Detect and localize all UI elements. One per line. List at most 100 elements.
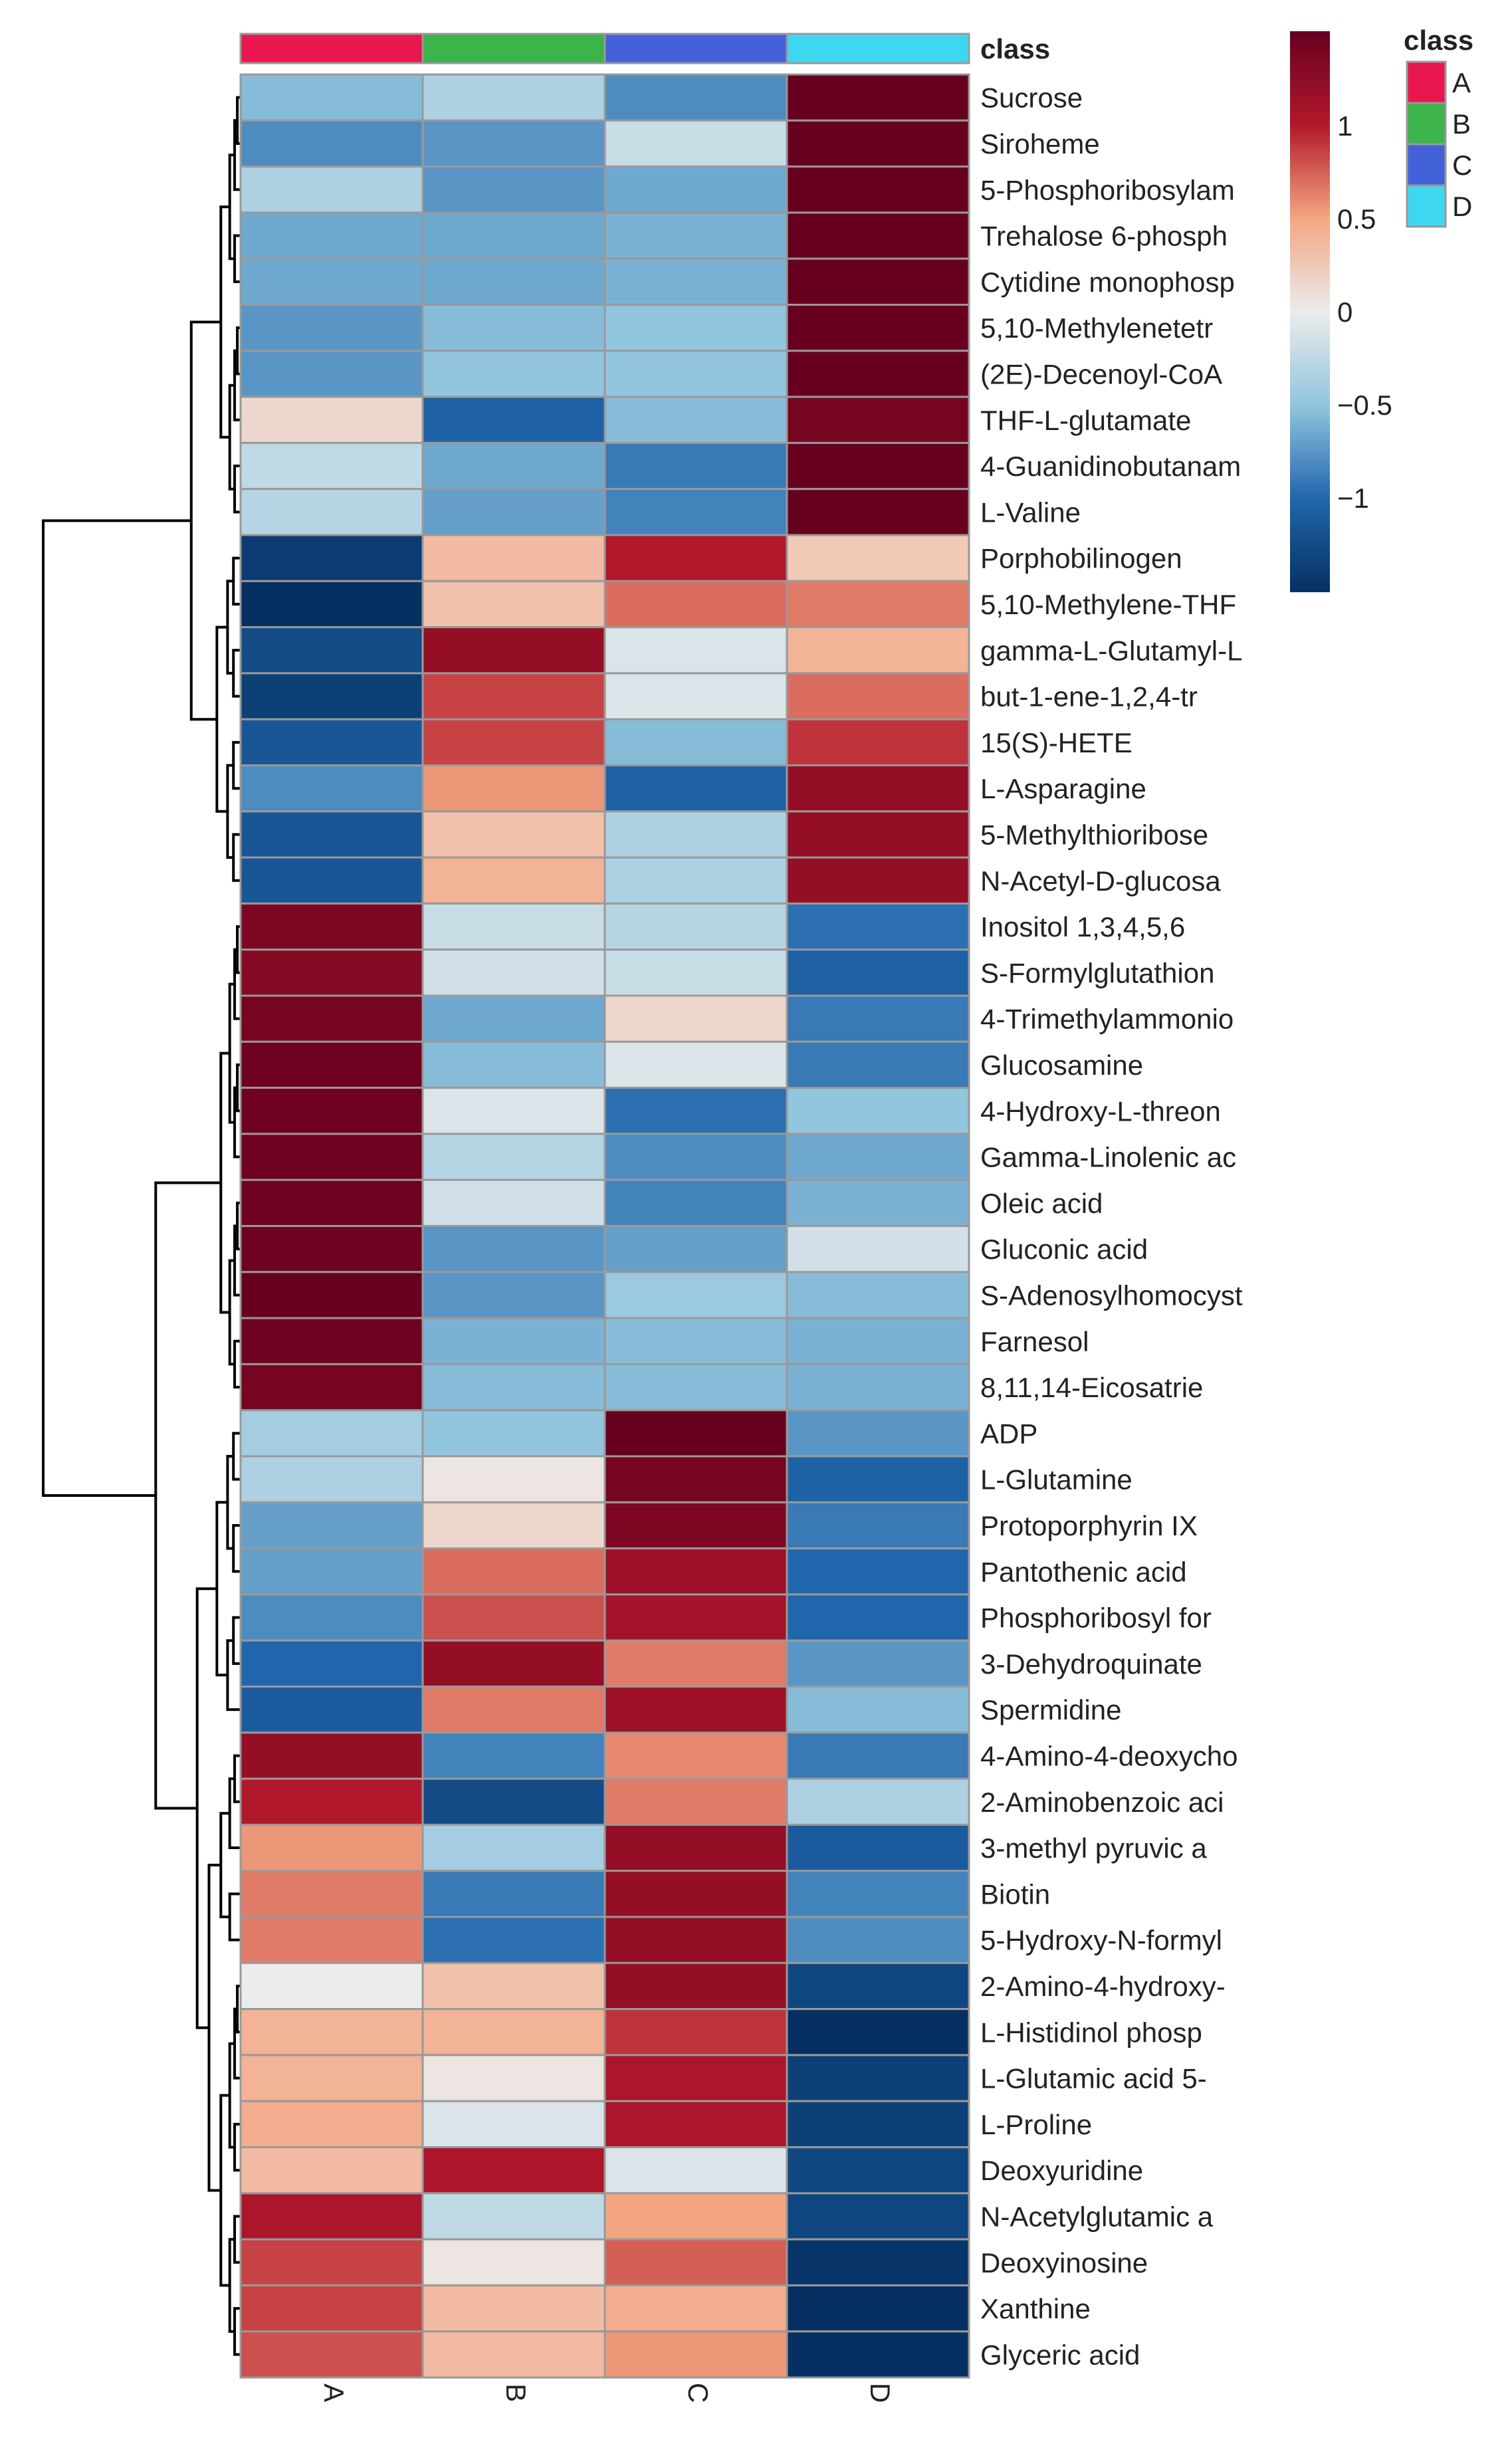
heatmap-cell: [603, 2330, 788, 2379]
heatmap-cell: [239, 1639, 424, 1688]
heatmap-cell: [421, 488, 606, 536]
legend-label: B: [1452, 108, 1471, 140]
heatmap-cell: [786, 856, 970, 905]
heatmap-cell: [421, 672, 606, 721]
heatmap-cell: [421, 1363, 606, 1412]
heatmap-cell: [421, 1870, 606, 1918]
heatmap-cell: [603, 1961, 788, 2011]
heatmap-cell: [239, 395, 424, 444]
heatmap-cell: [421, 718, 606, 766]
heatmap-cell: [239, 1363, 424, 1412]
heatmap-cell: [239, 2284, 424, 2333]
row-label: Xanthine: [980, 2293, 1091, 2324]
heatmap-cell: [421, 1225, 606, 1274]
colorbar-gradient: [1290, 31, 1330, 592]
column-label: C: [683, 2383, 714, 2403]
dendrogram-branch: [232, 556, 241, 606]
class-bar-B: [421, 33, 606, 64]
heatmap-cell: [786, 441, 970, 491]
row-label: Cytidine monophosp: [980, 267, 1235, 298]
column-label: D: [865, 2383, 896, 2403]
heatmap-cell: [239, 1547, 424, 1596]
row-label: N-Acetyl-D-glucosa: [980, 865, 1221, 897]
row-label: Inositol 1,3,4,5,6: [980, 911, 1185, 943]
heatmap-cell: [421, 1317, 606, 1365]
heatmap-cell: [239, 856, 424, 905]
heatmap-cell: [786, 1547, 970, 1596]
legend-swatch-C: [1406, 143, 1447, 187]
class-legend-title: class: [1404, 25, 1473, 56]
heatmap-cell: [603, 1133, 788, 1181]
heatmap-cell: [421, 1593, 606, 1642]
column-labels: A B C D: [318, 2383, 896, 2403]
dendrogram-branch: [233, 2007, 241, 2080]
row-label: 4-Guanidinobutanam: [980, 451, 1241, 482]
row-label: 4-Amino-4-deoxycho: [980, 1740, 1238, 1771]
dendrogram-branch: [233, 465, 241, 514]
colorbar-tick-label: −1: [1337, 483, 1369, 514]
heatmap-cell: [421, 1040, 606, 1089]
heatmap-cell: [786, 1363, 970, 1412]
heatmap-cell: [239, 1686, 424, 1734]
heatmap-cell: [786, 1686, 970, 1734]
dendrogram-branch: [228, 1892, 241, 1941]
heatmap-cell: [421, 1547, 606, 1596]
heatmap-cell: [421, 2054, 606, 2102]
heatmap-cell: [603, 119, 788, 168]
colorbar-tick-label: 1: [1337, 110, 1352, 142]
heatmap-cell: [239, 1501, 424, 1550]
row-label: 5,10-Methylene-THF: [980, 589, 1236, 620]
row-label: 5-Phosphoribosylam: [980, 174, 1235, 205]
heatmap-cell: [603, 1823, 788, 1872]
dendrogram-branch: [236, 1201, 241, 1251]
heatmap-cell: [603, 1593, 788, 1642]
heatmap-cell: [603, 2054, 788, 2102]
heatmap-cell: [421, 1271, 606, 1319]
row-label: gamma-L-Glutamyl-L: [980, 635, 1242, 666]
row-label: THF-L-glutamate: [980, 405, 1191, 436]
heatmap-cell: [239, 488, 424, 536]
heatmap-cell: [786, 1040, 970, 1089]
dendrogram-branch: [232, 1432, 241, 1481]
colorbar-tick-label: −0.5: [1337, 389, 1392, 421]
row-label: Spermidine: [980, 1694, 1121, 1725]
heatmap-cell: [239, 73, 424, 122]
dendrogram-branch: [232, 740, 241, 790]
heatmap-cell: [603, 1777, 788, 1826]
row-label: Trehalose 6-phosph: [980, 221, 1228, 252]
legend-swatch-D: [1406, 184, 1447, 228]
row-label: Deoxyuridine: [980, 2155, 1143, 2186]
heatmap-cell: [421, 534, 606, 582]
heatmap-cell: [786, 534, 970, 582]
heatmap-cell: [421, 856, 606, 905]
dendrogram-branch: [154, 1181, 221, 1810]
heatmap-cell: [603, 994, 788, 1043]
row-label: Phosphoribosyl for: [980, 1603, 1212, 1634]
heatmap-cell: [239, 672, 424, 721]
heatmap-cell: [421, 1686, 606, 1734]
dendrogram-branch: [195, 1587, 217, 2029]
heatmap-cell: [239, 1870, 424, 1918]
heatmap-cell: [603, 2008, 788, 2056]
heatmap-cell: [239, 304, 424, 352]
row-label: Gluconic acid: [980, 1234, 1148, 1265]
heatmap-cell: [603, 1409, 788, 1458]
heatmap-cell: [239, 166, 424, 214]
row-dendrogram: [42, 96, 241, 2356]
heatmap-cell: [421, 1455, 606, 1503]
heatmap-cell: [239, 1777, 424, 1826]
dendrogram-branch: [233, 2215, 241, 2264]
heatmap-cell: [239, 1271, 424, 1319]
heatmap-cell: [786, 718, 970, 766]
heatmap-cell: [421, 764, 606, 813]
heatmap-cell: [421, 1501, 606, 1550]
heatmap-cell: [786, 1731, 970, 1780]
heatmap-cell: [786, 1087, 970, 1135]
heatmap-cell: [786, 1455, 970, 1503]
heatmap-cell: [421, 1777, 606, 1826]
heatmap-cell: [786, 994, 970, 1043]
colorbar-tick-label: 0.5: [1337, 203, 1376, 235]
row-label: 4-Trimethylammonio: [980, 1004, 1234, 1035]
heatmap-cell: [786, 73, 970, 122]
